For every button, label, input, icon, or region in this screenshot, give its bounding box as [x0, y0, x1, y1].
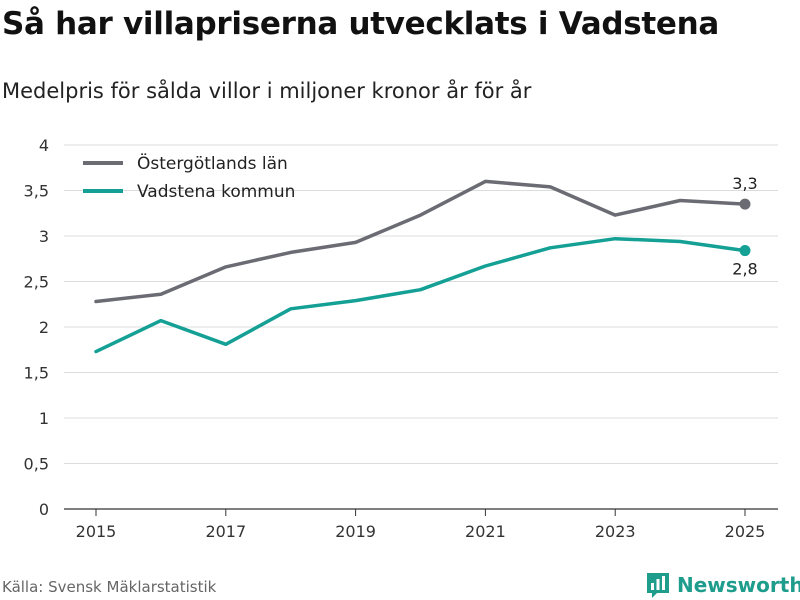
series-line [94, 179, 747, 304]
legend: Östergötlands län Vadstena kommun [83, 152, 295, 202]
line-chart: 00,511,522,533,54 2015 2017 2019 2021 2023 20… [24, 136, 778, 541]
series-lines: 3,3 2,8 [94, 174, 758, 354]
chart-subtitle: Medelpris för sålda villor i miljoner kr… [2, 79, 532, 103]
y-tick-label: 1 [39, 409, 49, 428]
x-axis-ticks: 2015 2017 2019 2021 2023 2025 [76, 509, 766, 541]
end-value-label: 3,3 [732, 174, 757, 193]
x-tick-label: 2025 [725, 522, 766, 541]
legend-label: Vadstena kommun [137, 182, 295, 202]
x-tick-label: 2023 [595, 522, 636, 541]
source-note: Källa: Svensk Mäklarstatistik [2, 578, 217, 596]
y-tick-label: 3,5 [24, 182, 49, 201]
y-tick-label: 4 [39, 136, 49, 155]
y-tick-label: 3 [39, 227, 49, 246]
end-point-marker [739, 245, 751, 257]
brand-logo: Newsworthy [645, 570, 800, 600]
series-ostergotland: 3,3 [94, 174, 758, 304]
x-tick-label: 2019 [335, 522, 376, 541]
brand-name: Newsworthy [677, 573, 800, 597]
x-tick-label: 2021 [465, 522, 506, 541]
y-tick-label: 2,5 [24, 273, 49, 292]
end-value-label: 2,8 [732, 260, 757, 279]
y-tick-label: 0,5 [24, 455, 49, 474]
end-point-marker [739, 198, 751, 210]
y-axis-ticks: 0 0,5 1 1,5 2 2,5 3 3,5 4 [24, 136, 49, 519]
y-tick-label: 1,5 [24, 364, 49, 383]
x-tick-label: 2017 [205, 522, 246, 541]
x-tick-label: 2015 [76, 522, 117, 541]
chart-title: Så har villapriserna utvecklats i Vadste… [2, 6, 719, 42]
series-vadstena: 2,8 [94, 236, 758, 354]
series-line [94, 236, 747, 354]
y-tick-label: 0 [39, 500, 49, 519]
legend-label: Östergötlands län [137, 152, 288, 174]
y-tick-label: 2 [39, 318, 49, 337]
bar-chart-icon [647, 573, 669, 598]
